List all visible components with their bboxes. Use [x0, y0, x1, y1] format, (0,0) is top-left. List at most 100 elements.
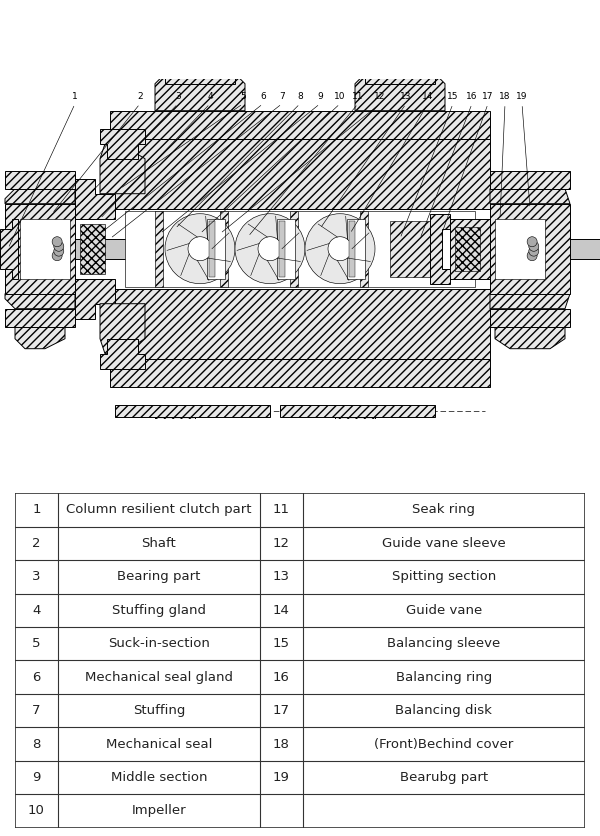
Polygon shape [5, 189, 75, 204]
Text: Column resilient clutch part: Column resilient clutch part [66, 503, 251, 517]
Circle shape [305, 214, 375, 283]
Text: 3: 3 [175, 92, 181, 100]
Bar [207, 219, 225, 278]
Text: 14: 14 [422, 92, 434, 100]
Text: Balancing disk: Balancing disk [395, 704, 493, 717]
Polygon shape [100, 339, 145, 369]
Circle shape [529, 246, 539, 256]
Bar [290, 211, 298, 287]
Polygon shape [355, 69, 445, 110]
Bar [110, 110, 490, 139]
Circle shape [345, 423, 365, 443]
Text: Mechanical seal gland: Mechanical seal gland [85, 670, 233, 684]
Bar [5, 204, 75, 293]
Circle shape [529, 242, 539, 252]
Polygon shape [100, 144, 145, 194]
Text: 8: 8 [297, 92, 303, 100]
Bar [490, 204, 570, 293]
Text: 14: 14 [273, 604, 290, 617]
Bar [490, 308, 570, 327]
Text: 1: 1 [32, 503, 41, 517]
Bar [80, 224, 105, 273]
Circle shape [328, 237, 352, 261]
Text: Stuffing: Stuffing [133, 704, 185, 717]
Bar [495, 219, 545, 278]
Text: Guide vane sleeve: Guide vane sleeve [382, 537, 506, 550]
Bar [5, 171, 75, 189]
Text: 17: 17 [482, 92, 494, 100]
Text: 4: 4 [207, 92, 213, 100]
Bar [360, 211, 368, 287]
Bar [5, 308, 75, 327]
Bar [155, 416, 195, 429]
Circle shape [527, 251, 537, 261]
Polygon shape [349, 221, 355, 277]
Text: 12: 12 [374, 92, 386, 100]
Text: 11: 11 [273, 503, 290, 517]
Polygon shape [5, 293, 75, 308]
Text: Impeller: Impeller [131, 804, 186, 818]
Bar [125, 211, 475, 287]
Text: Middle section: Middle section [110, 771, 207, 784]
Circle shape [52, 237, 62, 247]
Text: 15: 15 [273, 637, 290, 650]
Polygon shape [155, 69, 245, 110]
Polygon shape [209, 221, 215, 277]
Bar [455, 227, 480, 271]
Bar [20, 219, 70, 278]
Circle shape [235, 214, 305, 283]
Text: Balancing sleeve: Balancing sleeve [388, 637, 500, 650]
Bar [165, 69, 235, 84]
Text: Seak ring: Seak ring [412, 503, 475, 517]
Polygon shape [15, 327, 65, 349]
Bar [0, 239, 600, 258]
Text: 9: 9 [317, 92, 323, 100]
Circle shape [258, 237, 282, 261]
Text: 10: 10 [334, 92, 346, 100]
Text: 18: 18 [273, 737, 290, 751]
Text: Suck-in-section: Suck-in-section [108, 637, 210, 650]
Text: 16: 16 [273, 670, 290, 684]
Text: 1: 1 [72, 92, 78, 100]
Text: 4: 4 [32, 604, 41, 617]
Bar [110, 288, 490, 359]
Polygon shape [490, 189, 570, 204]
Text: 10: 10 [28, 804, 45, 818]
Bar [110, 139, 490, 209]
Text: 6: 6 [260, 92, 266, 100]
Bar [365, 69, 435, 84]
Text: Guide vane: Guide vane [406, 604, 482, 617]
Bar [490, 171, 570, 189]
Text: 7: 7 [279, 92, 285, 100]
Bar [110, 359, 490, 387]
Bar [220, 211, 228, 287]
Polygon shape [100, 303, 145, 354]
Text: 11: 11 [352, 92, 364, 100]
Text: 9: 9 [32, 771, 41, 784]
Text: 2: 2 [137, 92, 143, 100]
Bar [155, 211, 163, 287]
Polygon shape [75, 278, 115, 319]
Polygon shape [279, 221, 285, 277]
Circle shape [188, 237, 212, 261]
Text: 13: 13 [273, 570, 290, 584]
Polygon shape [75, 179, 115, 219]
Circle shape [165, 214, 235, 283]
Text: 18: 18 [499, 92, 511, 100]
Bar [335, 416, 375, 429]
Text: 17: 17 [273, 704, 290, 717]
Polygon shape [495, 327, 565, 349]
Text: 7: 7 [32, 704, 41, 717]
Circle shape [54, 242, 64, 252]
Text: Bearing part: Bearing part [117, 570, 200, 584]
Text: Stuffing gland: Stuffing gland [112, 604, 206, 617]
Text: (Front)Bechind cover: (Front)Bechind cover [374, 737, 514, 751]
Polygon shape [0, 219, 18, 278]
Text: 5: 5 [32, 637, 41, 650]
Bar [390, 221, 430, 277]
Circle shape [54, 246, 64, 256]
Bar [450, 219, 490, 278]
Bar [277, 219, 295, 278]
Text: Shaft: Shaft [142, 537, 176, 550]
Bar [280, 405, 435, 416]
